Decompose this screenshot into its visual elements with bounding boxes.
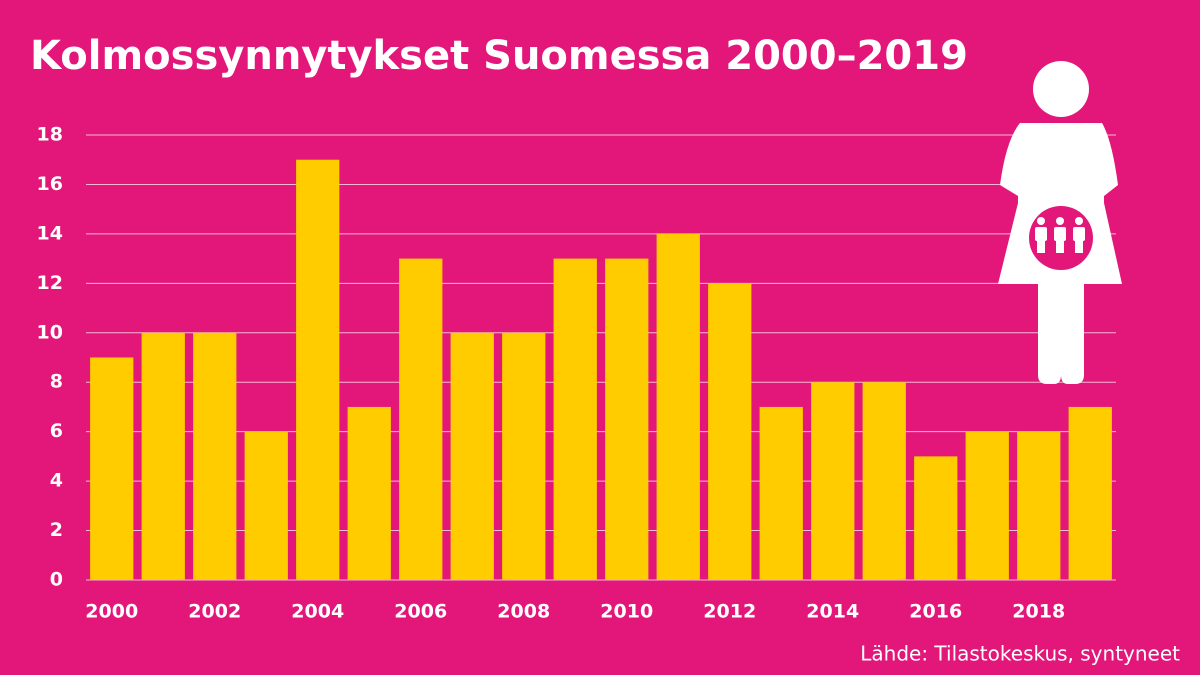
bar	[502, 332, 546, 580]
y-tick-label: 6	[50, 420, 63, 442]
bar	[553, 258, 597, 580]
y-tick-label: 2	[50, 519, 63, 541]
x-tick-label: 2004	[291, 601, 344, 623]
x-tick-label: 2012	[703, 601, 756, 623]
x-tick-label: 2018	[1012, 601, 1065, 623]
y-tick-label: 4	[50, 470, 63, 492]
bar	[759, 406, 803, 580]
bar	[399, 258, 443, 580]
x-tick-label: 2014	[806, 601, 859, 623]
plot-area: 0 2 4 6 8 10 12 14 16 18 2000 2002 2004 2006 2008 2010 2…	[37, 124, 1116, 623]
x-tick-label: 2000	[85, 601, 138, 623]
bar	[708, 283, 752, 580]
y-tick-label: 18	[37, 124, 63, 146]
bar	[965, 431, 1009, 580]
chart-title: Kolmossynnytykset Suomessa 2000–2019	[30, 33, 968, 79]
bar	[656, 233, 700, 580]
bar	[193, 332, 237, 580]
bar	[862, 382, 906, 580]
bar	[296, 159, 340, 580]
y-tick-label: 0	[50, 569, 63, 591]
y-tick-label: 8	[50, 371, 63, 393]
y-tick-label: 14	[37, 222, 63, 244]
x-tick-label: 2016	[909, 601, 962, 623]
source-note: Lähde: Tilastokeskus, syntyneet	[860, 642, 1180, 666]
bar	[90, 357, 134, 580]
x-tick-label: 2006	[394, 601, 447, 623]
bar	[1068, 406, 1112, 580]
x-tick-label: 2010	[600, 601, 653, 623]
y-tick-label: 10	[37, 321, 63, 343]
bar	[1017, 431, 1061, 580]
bar	[347, 406, 391, 580]
bar	[244, 431, 288, 580]
bar	[141, 332, 185, 580]
y-tick-label: 12	[37, 272, 63, 294]
bar	[605, 258, 649, 580]
y-tick-label: 16	[37, 173, 63, 195]
bar	[450, 332, 494, 580]
mother-icon	[998, 61, 1122, 384]
bar	[811, 382, 855, 580]
x-tick-label: 2002	[188, 601, 241, 623]
x-tick-label: 2008	[497, 601, 550, 623]
bar	[914, 456, 958, 580]
